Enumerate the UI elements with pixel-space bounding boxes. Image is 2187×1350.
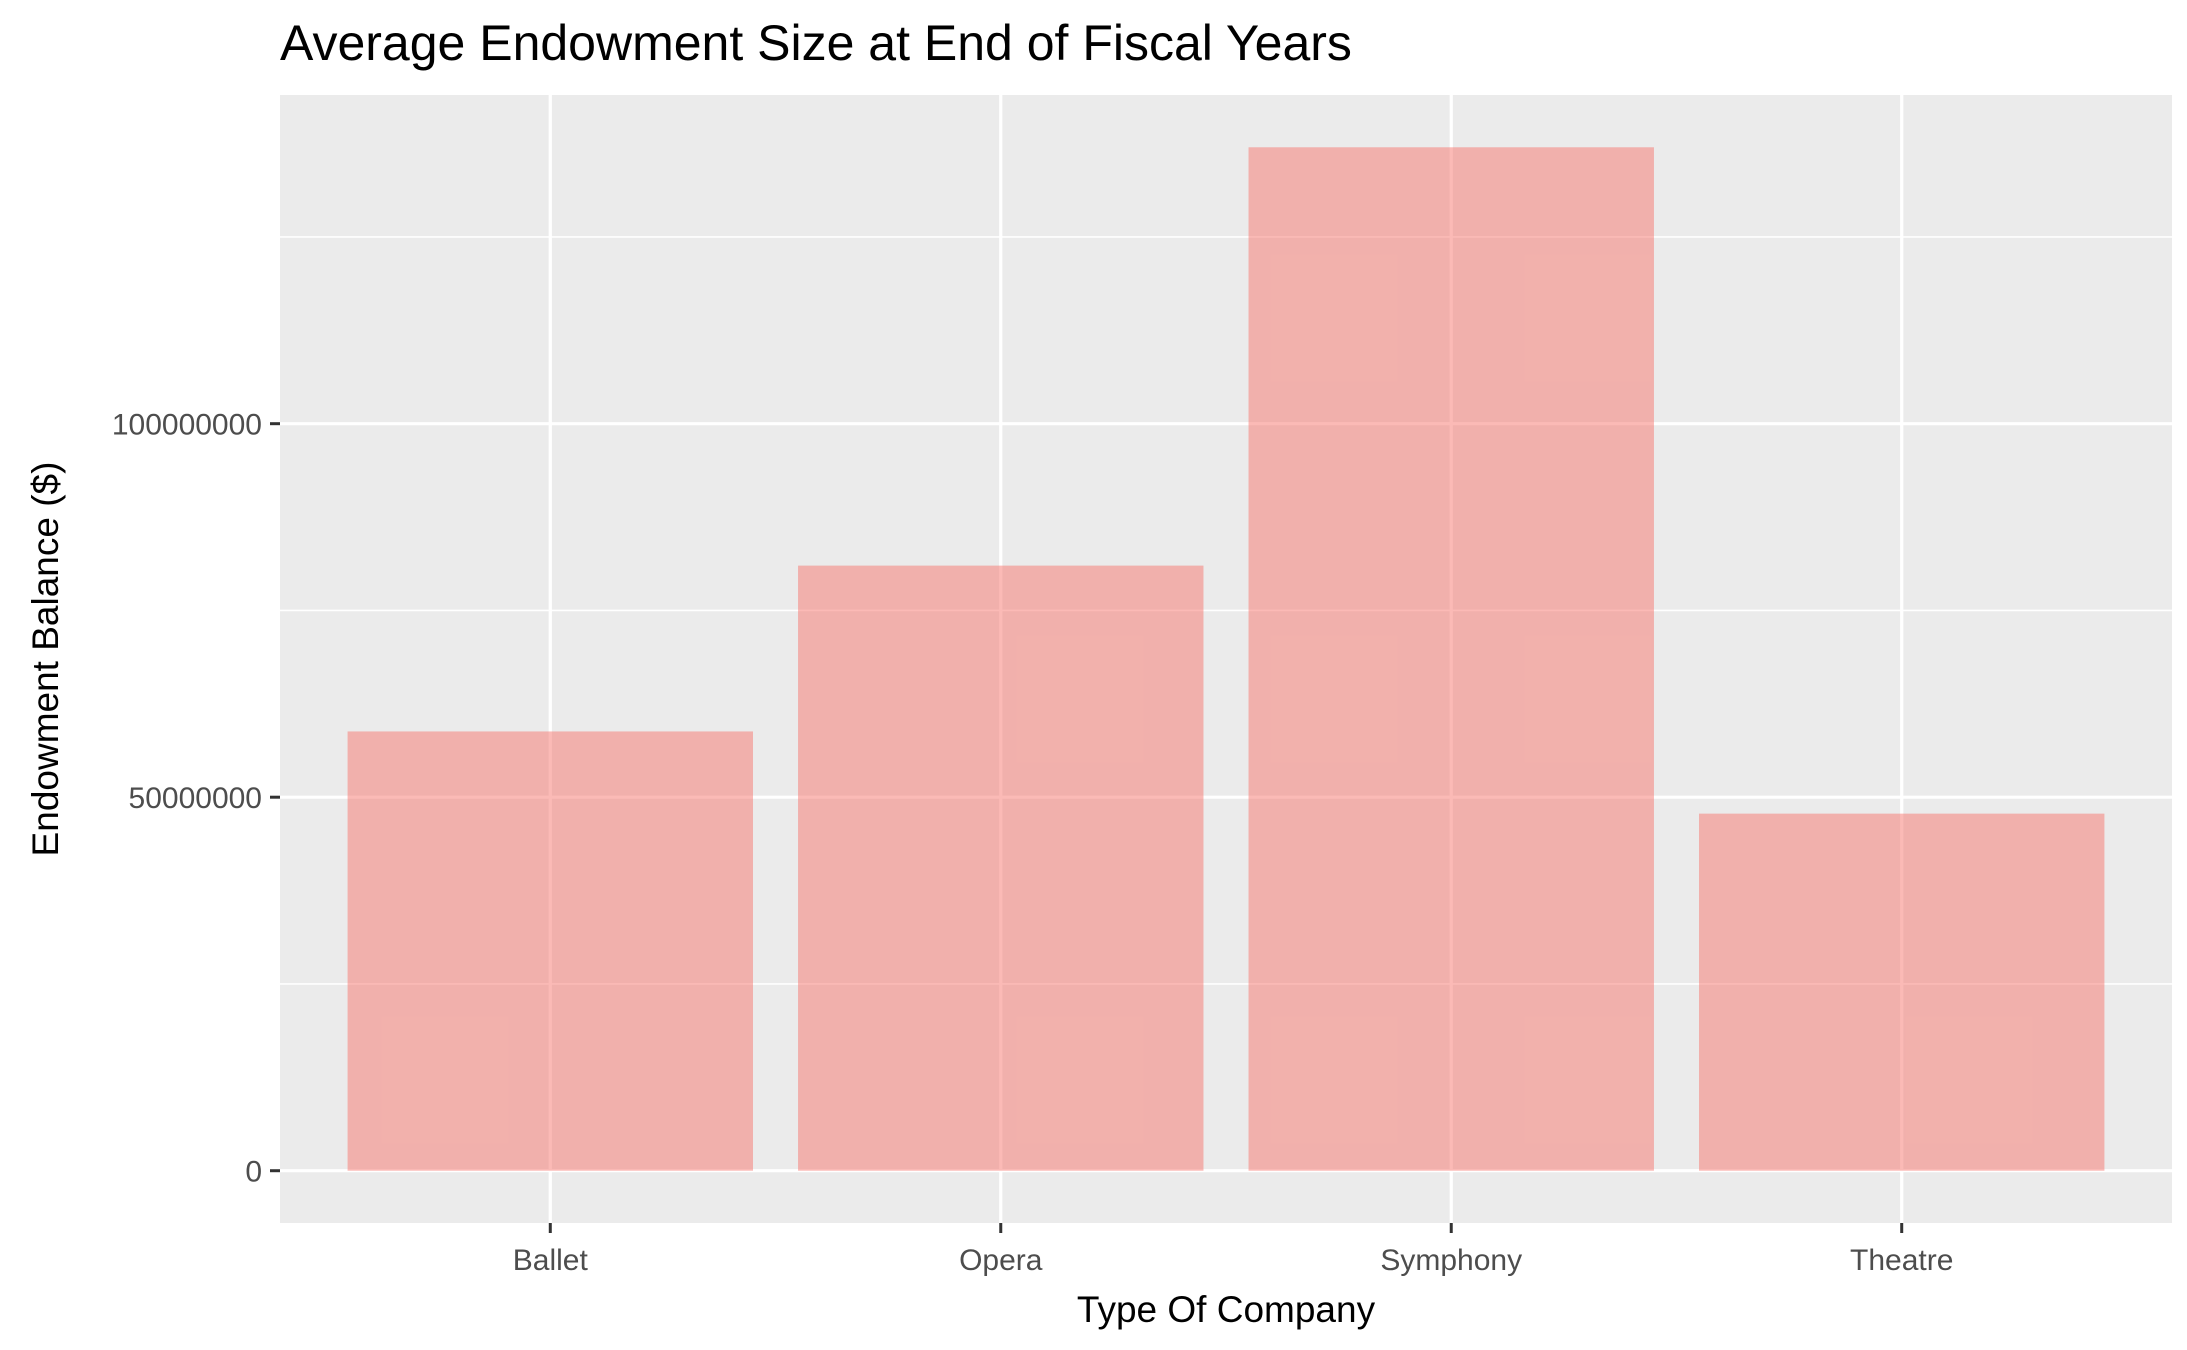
bar-theatre bbox=[1699, 813, 2105, 1171]
x-tick-label: Ballet bbox=[513, 1244, 589, 1277]
x-tick-label: Opera bbox=[959, 1244, 1043, 1277]
y-axis: 0 50000000 100000000 bbox=[112, 409, 280, 1189]
chart-title: Average Endowment Size at End of Fiscal … bbox=[280, 15, 1352, 71]
x-tick-label: Symphony bbox=[1380, 1244, 1522, 1277]
y-tick-label: 100000000 bbox=[112, 409, 262, 442]
x-axis: Ballet Opera Symphony Theatre bbox=[513, 1223, 1953, 1277]
y-tick-label: 0 bbox=[245, 1156, 262, 1189]
bars-group bbox=[347, 147, 2105, 1171]
y-axis-title: Endowment Balance ($) bbox=[25, 462, 66, 857]
x-axis-title: Type Of Company bbox=[1077, 1289, 1376, 1330]
x-tick-label: Theatre bbox=[1850, 1244, 1953, 1277]
bar-ballet bbox=[347, 731, 753, 1171]
bar-symphony bbox=[1248, 147, 1654, 1171]
bar-opera bbox=[798, 565, 1204, 1171]
y-tick-label: 50000000 bbox=[129, 782, 262, 815]
